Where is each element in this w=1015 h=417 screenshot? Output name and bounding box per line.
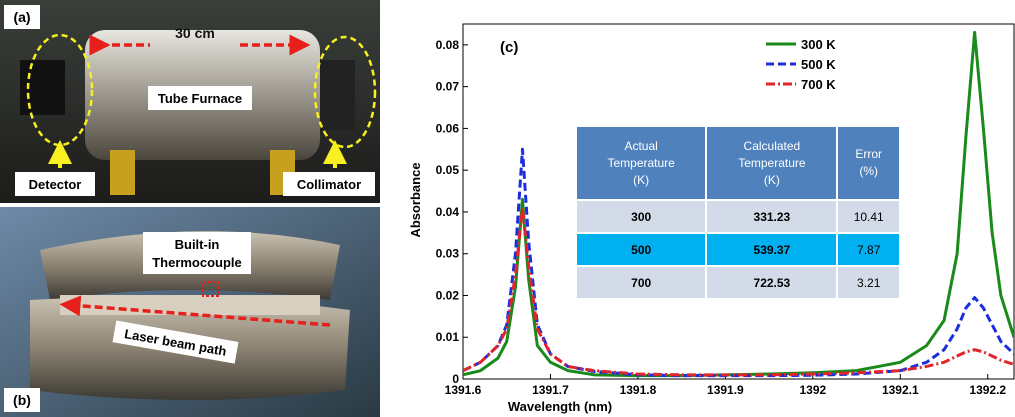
plot-area bbox=[463, 30, 1014, 378]
photo-b: Built-in Thermocouple Laser beam path (b… bbox=[0, 207, 380, 417]
header-text: Actual bbox=[624, 138, 658, 153]
legend-label: 500 K bbox=[801, 57, 836, 72]
panel-label: (a) bbox=[13, 9, 30, 25]
panel-label: (c) bbox=[500, 39, 518, 56]
panel-label: (b) bbox=[13, 392, 31, 408]
x-tick-label: 1391.6 bbox=[445, 383, 482, 397]
x-tick-label: 1391.9 bbox=[707, 383, 744, 397]
x-tick-label: 1392.2 bbox=[969, 383, 1006, 397]
header-text: Temperature bbox=[607, 155, 675, 170]
table-row: 700 722.53 3.21 bbox=[577, 265, 901, 298]
header-text: Calculated bbox=[743, 138, 801, 153]
header-text: (K) bbox=[763, 172, 780, 187]
x-tick-label: 1392 bbox=[799, 383, 826, 397]
furnace-label: Tube Furnace bbox=[158, 91, 242, 106]
x-tick-label: 1392.1 bbox=[882, 383, 919, 397]
table-cell: 7.87 bbox=[837, 232, 901, 266]
thermocouple-label: Built-in bbox=[175, 237, 220, 252]
y-tick-label: 0.07 bbox=[436, 80, 460, 94]
photo-a: 30 cm Tube Furnace Detector Collimator (… bbox=[0, 0, 380, 203]
thermocouple-label: Thermocouple bbox=[152, 255, 242, 270]
y-tick-label: 0.03 bbox=[436, 247, 460, 261]
y-tick-label: 0.05 bbox=[436, 163, 460, 177]
result-table: Actual Temperature (K) Calculated Temperatur… bbox=[577, 127, 901, 298]
table-cell: 300 bbox=[577, 199, 708, 233]
y-tick-label: 0.04 bbox=[436, 205, 460, 219]
y-tick-label: 0 bbox=[452, 372, 459, 386]
table-cell: 700 bbox=[577, 265, 708, 298]
legend-label: 700 K bbox=[801, 77, 836, 92]
table-cell: 722.53 bbox=[706, 265, 839, 298]
table-row: 500 539.37 7.87 bbox=[577, 232, 901, 266]
photo-panels: 30 cm Tube Furnace Detector Collimator (… bbox=[0, 0, 380, 417]
header-text: (K) bbox=[633, 172, 650, 187]
header-row: Actual Temperature (K) Calculated Temperatur… bbox=[577, 127, 901, 200]
table-cell: 10.41 bbox=[837, 199, 901, 233]
length-label: 30 cm bbox=[175, 25, 215, 41]
header-cell: Actual Temperature (K) bbox=[577, 127, 708, 200]
detector-label: Detector bbox=[29, 177, 82, 192]
header-cell: Calculated Temperature (K) bbox=[706, 127, 839, 200]
table-cell: 331.23 bbox=[706, 199, 839, 233]
table-cell: 3.21 bbox=[837, 265, 901, 298]
legend-label: 300 K bbox=[801, 37, 836, 52]
header-cell: Error (%) bbox=[837, 127, 901, 200]
header-text: (%) bbox=[859, 164, 879, 178]
collimator-label: Collimator bbox=[297, 177, 361, 192]
y-tick-label: 0.01 bbox=[436, 330, 460, 344]
header-text: Temperature bbox=[738, 155, 806, 170]
table-cell: 500 bbox=[577, 232, 708, 266]
x-axis-label: Wavelength (nm) bbox=[508, 399, 612, 414]
x-tick-label: 1391.7 bbox=[532, 383, 569, 397]
table-row: 300 331.23 10.41 bbox=[577, 199, 901, 233]
y-tick-label: 0.06 bbox=[436, 121, 460, 135]
plot-frame bbox=[462, 23, 1015, 380]
y-tick-label: 0.02 bbox=[436, 288, 460, 302]
series-line bbox=[463, 206, 1014, 377]
y-axis-label: Absorbance bbox=[408, 162, 423, 237]
header-text: Error bbox=[855, 147, 883, 161]
chart: (c) Wavelength (nm) Absorbance 0 0.01 0.02… bbox=[408, 23, 1015, 414]
table-cell: 539.37 bbox=[706, 232, 839, 266]
y-tick-label: 0.08 bbox=[436, 38, 460, 52]
x-tick-label: 1391.8 bbox=[620, 383, 657, 397]
